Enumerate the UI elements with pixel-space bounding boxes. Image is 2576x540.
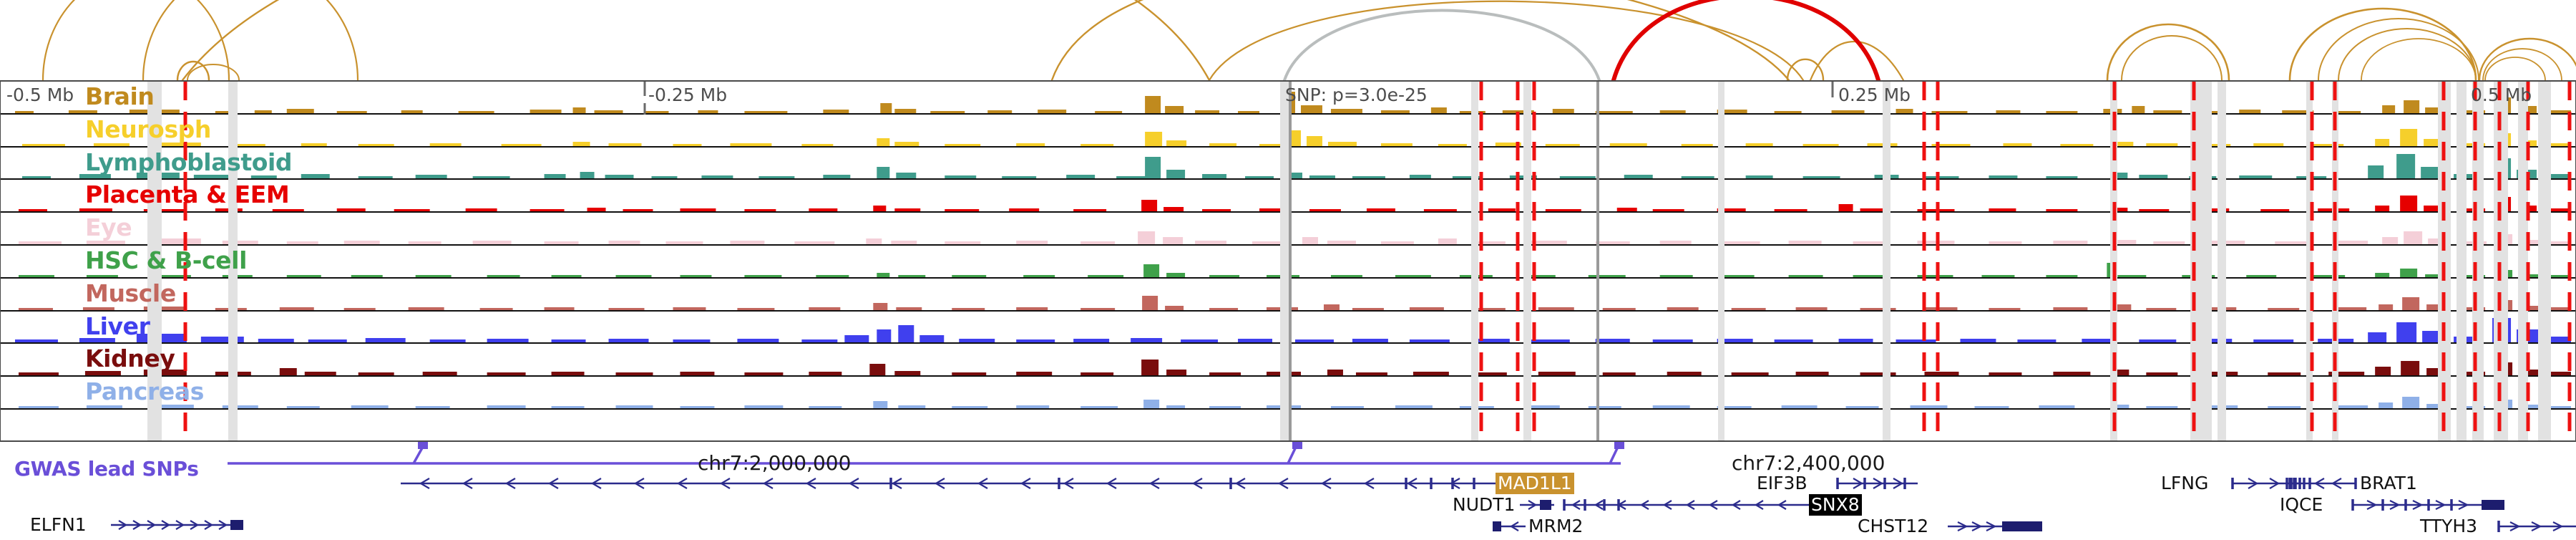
axis-tick-plus-0-25mb: 0.25 Mb [1838,85,1911,105]
signal-kidney [18,360,2572,376]
track-liver[interactable]: Liver [1,312,2575,344]
gene-label-mad1l1[interactable]: MAD1L1 [1496,473,1574,494]
gene-label-iqce[interactable]: IQCE [2280,494,2323,515]
signal-placenta-eem [18,196,2572,212]
gene-label-snx8[interactable]: SNX8 [1809,494,1862,516]
gene-row-2: NUDT1 SNX8 IQCE [0,494,2576,516]
signal-pancreas [18,396,2572,408]
track-placenta-eem[interactable]: Placenta & EEM [1,180,2575,213]
track-hsc-bcell[interactable]: HSC & B-cell [1,246,2575,279]
gwas-track-label: GWAS lead SNPs [14,457,199,481]
track-lymphoblastoid[interactable]: Lymphoblastoid [1,148,2575,180]
gene-label-nudt1[interactable]: NUDT1 [1453,494,1516,515]
coordinate-label-2400000: chr7:2,400,000 [1732,451,1885,475]
axis-tick-plus-0-5mb: 0.5 Mb [2471,85,2532,105]
axis-tick-minus-0-25mb: -0.25 Mb [648,85,728,105]
signal-eye [18,231,2572,244]
snp-pvalue-annotation: SNP: p=3.0e-25 [1285,85,1428,105]
gene-label-chst12[interactable]: CHST12 [1858,516,1929,536]
gene-label-ttyh3[interactable]: TTYH3 [2420,516,2478,536]
gene-row-3: MRM2 CHST12 TTYH3 [0,516,2576,537]
signal-track-panel: -0.5 Mb -0.25 Mb SNP: p=3.0e-25 0.25 Mb … [0,80,2576,442]
coordinate-label-2000000: chr7:2,000,000 [698,451,852,475]
signal-muscle [18,295,2572,310]
gene-label-mrm2[interactable]: MRM2 [1528,516,1584,536]
track-label-muscle: Muscle [85,279,176,307]
gene-row-1: MAD1L1 EIF3B LFNG BRAT1 [0,473,2576,494]
track-kidney[interactable]: Kidney [1,344,2575,377]
gene-row-4: ELFN1 [0,514,2576,536]
track-label-lymphoblastoid: Lymphoblastoid [85,148,293,176]
track-label-pancreas: Pancreas [85,377,204,406]
track-label-hsc-bcell: HSC & B-cell [85,246,247,274]
track-label-eye: Eye [85,213,132,242]
signal-hsc-bcell [18,262,2572,277]
track-label-kidney: Kidney [85,344,175,373]
track-neurosph[interactable]: Neurosph [1,115,2575,148]
gene-label-lfng[interactable]: LFNG [2161,473,2209,493]
track-muscle[interactable]: Muscle [1,279,2575,312]
track-label-liver: Liver [85,312,150,340]
interaction-arc-panel [0,0,2576,80]
track-label-neurosph: Neurosph [85,115,211,143]
track-brain[interactable]: -0.5 Mb -0.25 Mb SNP: p=3.0e-25 0.25 Mb … [1,82,2575,115]
track-eye[interactable]: Eye [1,213,2575,246]
signal-neurosph [21,128,2572,146]
gene-models-row-4 [111,520,243,530]
gene-label-elfn1[interactable]: ELFN1 [30,514,87,535]
gene-models-row-1 [401,478,2357,489]
gene-annotation-track: MAD1L1 EIF3B LFNG BRAT1 [0,473,2576,537]
signal-liver [14,318,2572,343]
gene-label-eif3b[interactable]: EIF3B [1757,473,1807,493]
gwas-lead-snp-track[interactable] [0,442,2576,478]
track-label-brain: Brain [85,82,155,110]
axis-tick-minus-0-5mb: -0.5 Mb [6,85,74,105]
track-pancreas[interactable]: Pancreas [1,377,2575,410]
gene-models-row-3 [1493,521,2576,532]
track-label-placenta-eem: Placenta & EEM [85,180,290,209]
signal-lymphoblastoid [21,154,2572,179]
gene-label-brat1[interactable]: BRAT1 [2360,473,2417,493]
gene-models-row-2 [1520,499,2504,511]
